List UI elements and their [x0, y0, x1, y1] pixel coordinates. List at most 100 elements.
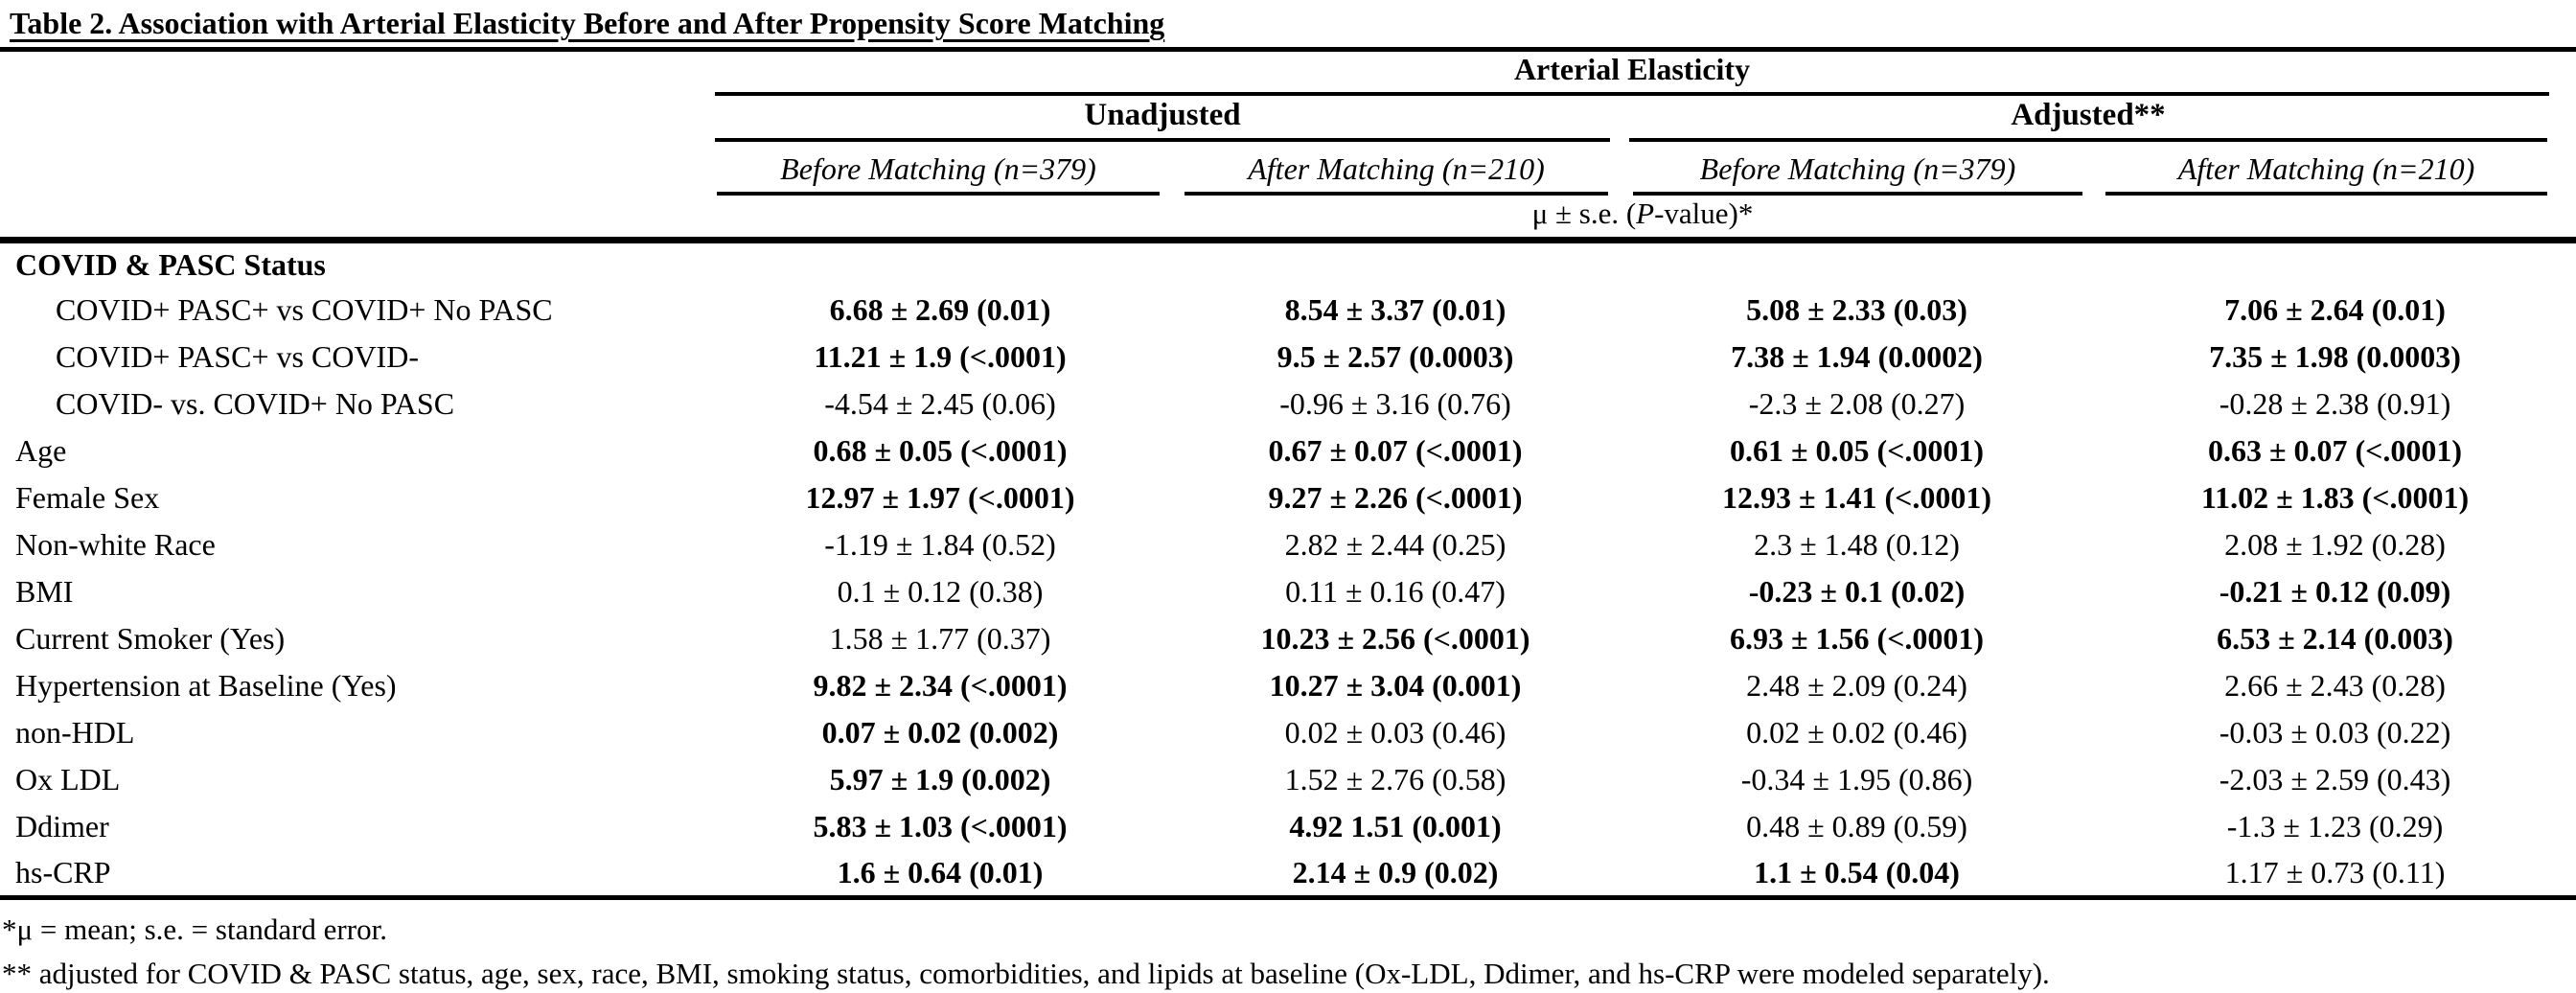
row-label: COVID- vs. COVID+ No PASC — [56, 386, 455, 421]
table-cell: 2.3 ± 1.48 (0.12) — [1754, 527, 1960, 562]
table-cell: 2.66 ± 2.43 (0.28) — [2224, 668, 2446, 703]
table-cell: 0.11 ± 0.16 (0.47) — [1285, 574, 1506, 609]
table-cell — [709, 240, 1171, 287]
table-cell: -0.21 ± 0.12 (0.09) — [2219, 574, 2451, 609]
table-cell: -1.3 ± 1.23 (0.29) — [2226, 809, 2444, 843]
table-cell: 0.63 ± 0.07 (<.0001) — [2207, 433, 2463, 468]
table-row: Ox LDL 5.97 ± 1.9 (0.002) 1.52 ± 2.76 (0… — [0, 756, 2576, 803]
table-cell — [2094, 240, 2576, 287]
table-cell: -0.28 ± 2.38 (0.91) — [2219, 386, 2451, 421]
table-row: COVID+ PASC+ vs COVID- 11.21 ± 1.9 (<.00… — [0, 334, 2576, 381]
table-row: non-HDL 0.07 ± 0.02 (0.002) 0.02 ± 0.03 … — [0, 709, 2576, 756]
table-cell: 6.68 ± 2.69 (0.01) — [829, 292, 1051, 327]
table-cell: 10.27 ± 3.04 (0.001) — [1269, 668, 1522, 703]
header-row-span: Arterial Elasticity — [0, 52, 2576, 96]
table-row: Hypertension at Baseline (Yes) 9.82 ± 2.… — [0, 662, 2576, 709]
row-label: BMI — [15, 574, 74, 609]
column-header-label: After Matching (n=210) — [1248, 151, 1545, 186]
measure-note: μ ± s.e. (P-value)* — [1531, 196, 1754, 230]
row-label: COVID+ PASC+ vs COVID- — [56, 339, 419, 374]
header-empty-cell — [0, 142, 709, 196]
row-label: Hypertension at Baseline (Yes) — [15, 668, 397, 703]
row-label: Current Smoker (Yes) — [15, 621, 286, 656]
table-cell: 2.82 ± 2.44 (0.25) — [1284, 527, 1506, 562]
table-cell: 8.54 ± 3.37 (0.01) — [1284, 292, 1506, 327]
table-cell: 9.5 ± 2.57 (0.0003) — [1276, 339, 1514, 374]
table-cell: 0.1 ± 0.12 (0.38) — [837, 574, 1044, 609]
table-cell: 7.35 ± 1.98 (0.0003) — [2209, 339, 2461, 374]
table-cell: 2.48 ± 2.09 (0.24) — [1746, 668, 1967, 703]
table-cell: -0.23 ± 0.1 (0.02) — [1748, 574, 1966, 609]
header-row-columns: Before Matching (n=379) After Matching (… — [0, 142, 2576, 196]
table-cell: 2.14 ± 0.9 (0.02) — [1171, 850, 1620, 900]
row-label: Ddimer — [15, 809, 109, 843]
table-row: Current Smoker (Yes) 1.58 ± 1.77 (0.37) … — [0, 615, 2576, 662]
row-label: hs-CRP — [0, 850, 709, 900]
header-empty-cell — [0, 52, 709, 96]
table-cell: -2.03 ± 2.59 (0.43) — [2219, 762, 2451, 797]
table-cell: 1.17 ± 0.73 (0.11) — [2094, 850, 2576, 900]
table-cell: 5.08 ± 2.33 (0.03) — [1746, 292, 1967, 327]
table-cell: 0.61 ± 0.05 (<.0001) — [1729, 433, 1985, 468]
unadjusted-label: Unadjusted — [1084, 98, 1241, 132]
table-cell: 0.68 ± 0.05 (<.0001) — [813, 433, 1068, 468]
table-cell: -2.3 ± 2.08 (0.27) — [1748, 386, 1966, 421]
row-label: Ox LDL — [15, 762, 121, 797]
table-cell: 11.21 ± 1.9 (<.0001) — [814, 339, 1067, 374]
table-row: COVID- vs. COVID+ No PASC -4.54 ± 2.45 (… — [0, 381, 2576, 427]
table-cell: 0.48 ± 0.89 (0.59) — [1746, 809, 1967, 843]
table-cell: 7.38 ± 1.94 (0.0002) — [1731, 339, 1983, 374]
table-cell — [1620, 240, 2094, 287]
footnotes: *μ = mean; s.e. = standard error. ** adj… — [0, 900, 2576, 993]
table-title: Table 2. Association with Arterial Elast… — [10, 6, 1165, 40]
table-row: hs-CRP 1.6 ± 0.64 (0.01) 2.14 ± 0.9 (0.0… — [0, 850, 2576, 900]
table-row: Ddimer 5.83 ± 1.03 (<.0001) 4.92 1.51 (0… — [0, 803, 2576, 850]
header-group-adjusted: Adjusted** — [1620, 96, 2576, 142]
header-col-adj-after: After Matching (n=210) — [2094, 142, 2576, 196]
table-cell: 12.93 ± 1.41 (<.0001) — [1721, 480, 1992, 515]
header-arterial-elasticity: Arterial Elasticity — [709, 52, 2576, 96]
adjusted-label: Adjusted** — [2011, 98, 2166, 132]
footnote-adjustment: ** adjusted for COVID & PASC status, age… — [2, 956, 2050, 990]
table-cell: 10.23 ± 2.56 (<.0001) — [1260, 621, 1530, 656]
header-row-groups: Unadjusted Adjusted** — [0, 96, 2576, 142]
table-cell — [1171, 240, 1620, 287]
row-label: COVID & PASC Status — [15, 246, 326, 282]
table-cell: 1.58 ± 1.77 (0.37) — [829, 621, 1051, 656]
table-row: Age 0.68 ± 0.05 (<.0001) 0.67 ± 0.07 (<.… — [0, 427, 2576, 474]
footnote-mean-se: *μ = mean; s.e. = standard error. — [2, 912, 387, 946]
table-cell: 11.02 ± 1.83 (<.0001) — [2200, 480, 2470, 515]
table-cell: 0.07 ± 0.02 (0.002) — [821, 715, 1059, 750]
header-col-unadj-after: After Matching (n=210) — [1171, 142, 1620, 196]
header-col-adj-before: Before Matching (n=379) — [1620, 142, 2094, 196]
table-cell: -1.19 ± 1.84 (0.52) — [824, 527, 1056, 562]
row-label: non-HDL — [15, 715, 135, 750]
table-cell: -4.54 ± 2.45 (0.06) — [824, 386, 1056, 421]
column-header-label: Before Matching (n=379) — [780, 151, 1096, 186]
measure-note-cell: μ ± s.e. (P-value)* — [709, 196, 2576, 243]
table-cell: 5.83 ± 1.03 (<.0001) — [813, 809, 1068, 843]
table-row: COVID & PASC Status — [0, 240, 2576, 287]
header-empty-cell — [0, 96, 709, 142]
header-empty-cell — [0, 196, 709, 243]
row-label: Female Sex — [15, 480, 160, 515]
header-row-measure: μ ± s.e. (P-value)* — [0, 196, 2576, 243]
table-cell: 1.6 ± 0.64 (0.01) — [709, 850, 1171, 900]
table-cell: -0.34 ± 1.95 (0.86) — [1740, 762, 1973, 797]
table-cell: 0.67 ± 0.07 (<.0001) — [1268, 433, 1523, 468]
table-cell: 9.27 ± 2.26 (<.0001) — [1268, 480, 1523, 515]
arterial-elasticity-label: Arterial Elasticity — [1513, 52, 1751, 86]
table-row: COVID+ PASC+ vs COVID+ No PASC 6.68 ± 2.… — [0, 287, 2576, 334]
table-cell: -0.03 ± 0.03 (0.22) — [2219, 715, 2451, 750]
table-cell: 1.1 ± 0.54 (0.04) — [1620, 850, 2094, 900]
table-cell: 1.52 ± 2.76 (0.58) — [1284, 762, 1506, 797]
table-cell: 12.97 ± 1.97 (<.0001) — [805, 480, 1075, 515]
table-cell: 0.02 ± 0.03 (0.46) — [1284, 715, 1506, 750]
header-group-unadjusted: Unadjusted — [709, 96, 1620, 142]
table-cell: -0.96 ± 3.16 (0.76) — [1279, 386, 1511, 421]
table-row: BMI 0.1 ± 0.12 (0.38) 0.11 ± 0.16 (0.47)… — [0, 568, 2576, 615]
top-rule-divider — [0, 47, 2576, 52]
column-header-label: After Matching (n=210) — [2177, 151, 2475, 186]
table-cell: 7.06 ± 2.64 (0.01) — [2224, 292, 2446, 327]
